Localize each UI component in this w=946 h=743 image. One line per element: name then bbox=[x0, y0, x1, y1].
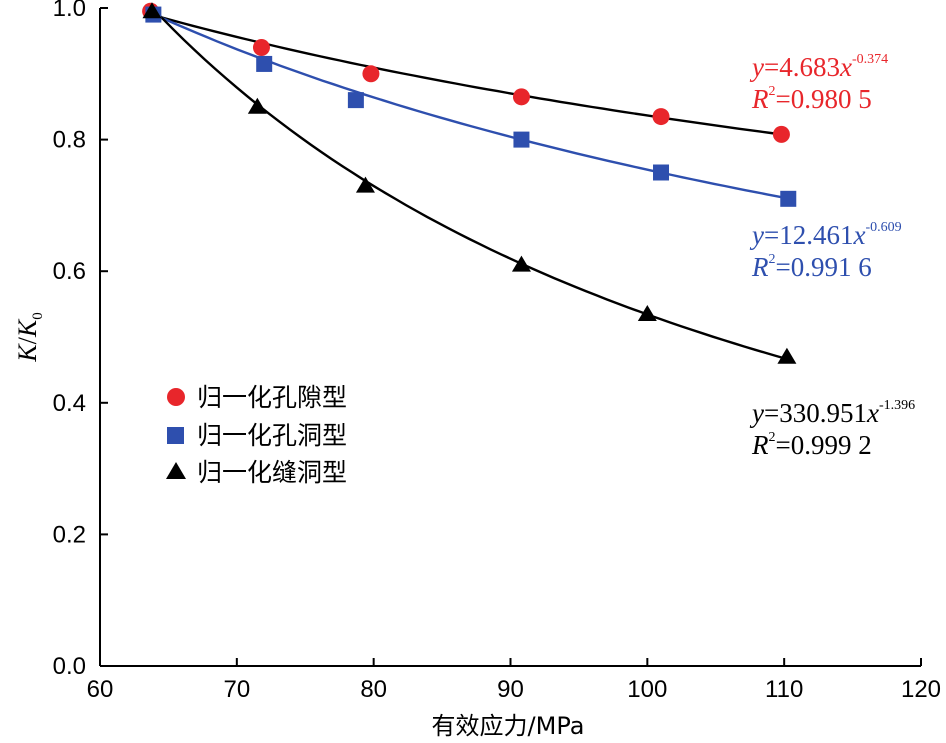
eq3-r-val: =0.999 2 bbox=[776, 430, 872, 460]
data-point-triangle bbox=[247, 97, 267, 114]
equation-series-1: y=4.683x-0.374 R2=0.980 5 bbox=[749, 52, 888, 114]
ticks-layer: 60 70 80 90 100 110 120 0.0 0.2 0.4 0.6 0.8 1.0 bbox=[53, 0, 941, 703]
data-point-triangle bbox=[142, 2, 162, 19]
data-point-triangle bbox=[777, 347, 797, 364]
fit-line-series-1 bbox=[150, 13, 782, 136]
data-point-square bbox=[256, 55, 273, 72]
eq2-y: y bbox=[749, 220, 764, 250]
fit-line-series-3 bbox=[151, 6, 788, 361]
legend-marker-circle bbox=[167, 388, 185, 406]
eq3-r-sup: 2 bbox=[769, 430, 776, 445]
data-point-triangle bbox=[355, 176, 375, 193]
eq3-y: y bbox=[749, 398, 764, 428]
y-tick-label: 0.6 bbox=[53, 258, 86, 285]
x-tick-label: 110 bbox=[765, 676, 803, 703]
eq3-exp: -1.396 bbox=[879, 398, 915, 413]
eq1-exp: -0.374 bbox=[852, 52, 888, 67]
data-point-square bbox=[653, 164, 670, 181]
eq1-r-sup: 2 bbox=[769, 84, 776, 99]
legend-marker-triangle bbox=[166, 462, 186, 479]
data-point-triangle bbox=[637, 304, 657, 321]
y-tick-label: 1.0 bbox=[53, 0, 86, 22]
svg-text:R2=0.980 5: R2=0.980 5 bbox=[751, 84, 872, 114]
data-point-circle bbox=[252, 38, 270, 56]
data-point-square bbox=[513, 131, 530, 148]
eq3-r: R bbox=[751, 430, 769, 460]
data-point-square bbox=[347, 92, 364, 109]
svg-text:R2=0.999 2: R2=0.999 2 bbox=[751, 430, 872, 460]
x-tick-label: 70 bbox=[223, 676, 250, 703]
x-tick-label: 90 bbox=[497, 676, 524, 703]
x-tick-label: 60 bbox=[87, 676, 114, 703]
legend-label-1: 归一化孔隙型 bbox=[197, 383, 347, 412]
legend: 归一化孔隙型 归一化孔洞型 归一化缝洞型 bbox=[166, 383, 347, 487]
y-tick-label: 0.4 bbox=[53, 390, 86, 417]
y-axis-title-k: K bbox=[13, 343, 42, 363]
svg-text:y=4.683x-0.374: y=4.683x-0.374 bbox=[749, 52, 888, 82]
eq2-coef: =12.461 bbox=[764, 220, 853, 250]
eq1-r-val: =0.980 5 bbox=[776, 84, 872, 114]
eq3-coef: =330.951 bbox=[764, 398, 867, 428]
data-point-circle bbox=[512, 88, 530, 106]
eq2-exp: -0.609 bbox=[865, 220, 901, 235]
svg-text:y=12.461x-0.609: y=12.461x-0.609 bbox=[749, 220, 902, 250]
eq1-r: R bbox=[751, 84, 769, 114]
y-tick-label: 0.8 bbox=[53, 127, 86, 154]
legend-label-2: 归一化孔洞型 bbox=[197, 421, 347, 450]
y-tick-label: 0.2 bbox=[53, 521, 86, 548]
y-tick-label: 0.0 bbox=[53, 653, 86, 680]
x-tick-label: 80 bbox=[360, 676, 387, 703]
markers-layer bbox=[142, 2, 797, 364]
equation-series-3: y=330.951x-1.396 R2=0.999 2 bbox=[749, 398, 915, 460]
legend-marker-square bbox=[167, 427, 184, 444]
y-axis-title-k0: K bbox=[13, 318, 42, 338]
data-point-circle bbox=[772, 125, 790, 143]
data-point-square bbox=[780, 190, 797, 207]
eq1-coef: =4.683 bbox=[764, 52, 840, 82]
svg-text:R2=0.991 6: R2=0.991 6 bbox=[751, 252, 872, 282]
x-tick-label: 120 bbox=[901, 676, 941, 703]
eq1-y: y bbox=[749, 52, 764, 82]
y-axis-title-sub: 0 bbox=[30, 312, 46, 320]
data-point-triangle bbox=[511, 255, 531, 272]
y-axis-title-slash: / bbox=[13, 336, 42, 344]
legend-label-3: 归一化缝洞型 bbox=[197, 458, 347, 487]
svg-text:y=330.951x-1.396: y=330.951x-1.396 bbox=[749, 398, 915, 428]
eq1-x: x bbox=[839, 52, 852, 82]
svg-text:K/K0: K/K0 bbox=[13, 312, 46, 362]
fit-lines-layer bbox=[150, 6, 789, 361]
equation-series-2: y=12.461x-0.609 R2=0.991 6 bbox=[749, 220, 902, 282]
x-axis-title: 有效应力/MPa bbox=[432, 712, 585, 740]
eq2-r: R bbox=[751, 252, 769, 282]
eq2-r-sup: 2 bbox=[769, 252, 776, 267]
fit-line-series-2 bbox=[152, 12, 789, 200]
x-tick-label: 100 bbox=[627, 676, 667, 703]
eq2-x: x bbox=[852, 220, 865, 250]
eq3-x: x bbox=[866, 398, 879, 428]
data-point-circle bbox=[652, 108, 670, 126]
data-point-circle bbox=[362, 65, 380, 83]
eq2-r-val: =0.991 6 bbox=[776, 252, 872, 282]
y-axis-title: K/K0 bbox=[13, 312, 46, 362]
